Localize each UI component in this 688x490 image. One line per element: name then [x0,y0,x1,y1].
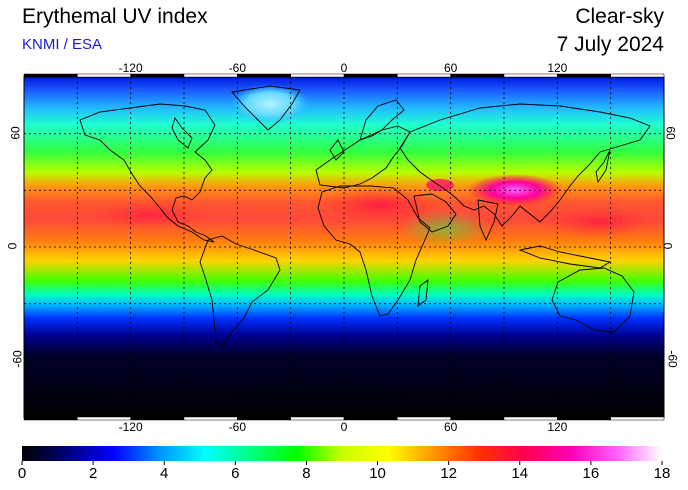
lon-tick-label: 60 [443,61,458,75]
lon-tick-label: -120 [118,420,143,434]
frame-tick-segment [397,73,451,78]
colorbar-tick-label: 18 [653,465,671,482]
lat-tick-label: 60 [8,125,23,140]
coastlines [23,85,665,397]
frame-tick-segment [610,416,665,421]
lon-tick-label: -60 [228,420,246,434]
scandinavia-coast [359,99,405,141]
lon-tick-label: -120 [118,61,143,75]
frame-tick-segment [450,416,505,421]
europe-coast [315,125,411,189]
greenland-coast [231,85,301,131]
lon-tick-label: 120 [547,420,568,434]
frame-tick-segment [397,416,451,421]
japan-coast [595,149,611,184]
data-source-label: KNMI / ESA [22,36,103,53]
colorbar-tick-label: 16 [582,465,600,482]
colorbar-tick-label: 12 [440,465,457,482]
colorbar-tick-label: 4 [160,465,169,482]
lon-tick-label: 120 [547,61,568,75]
frame-ticks [23,73,665,421]
graticule [24,77,664,417]
arabia-coast [413,193,457,233]
lon-tick-label: 0 [340,420,348,434]
lat-tick-label: -60 [665,350,680,368]
lat-tick-label: 0 [5,242,20,250]
frame-tick-segment [23,73,78,78]
colorbar [22,446,662,461]
colorbar-tick-label: 0 [17,465,27,482]
lat-tick-label: -60 [10,350,25,368]
colorbar-tick-label: 8 [302,465,311,482]
antarctica-coast [23,387,665,397]
lon-tick-label: 60 [443,420,458,434]
frame-tick-segment [23,416,78,421]
hudson-bay-coast [171,116,193,149]
frame-tick-segment [290,73,345,78]
frame-tick-segment [610,73,665,78]
frame-tick-segment [450,73,505,78]
colorbar-tick-label: 6 [231,465,240,482]
india-coast [477,199,499,242]
frame-tick-segment [290,416,345,421]
colorbar-tick-label: 2 [88,465,98,482]
colorbar-tick-label: 10 [369,465,386,482]
map-title: Erythemal UV index [22,5,208,28]
lat-tick-label: 0 [660,242,675,250]
north-america-coast [79,103,216,243]
colorbar-tick-label: 14 [511,465,529,482]
map-date: 7 July 2024 [556,33,664,56]
madagascar-coast [417,279,429,307]
africa-coast [317,185,431,317]
lon-tick-label: -60 [228,61,246,75]
indonesia-coast [518,245,612,269]
australia-coast [551,267,635,333]
asia-coast [399,103,651,227]
frame-tick-segment [343,416,398,421]
colorbar-ticks [21,461,663,465]
lat-tick-label: 60 [663,125,678,140]
sky-mode-label: Clear-sky [575,5,664,28]
lon-tick-label: 0 [340,61,348,75]
south-america-coast [199,235,281,347]
frame-tick-segment [343,73,398,78]
